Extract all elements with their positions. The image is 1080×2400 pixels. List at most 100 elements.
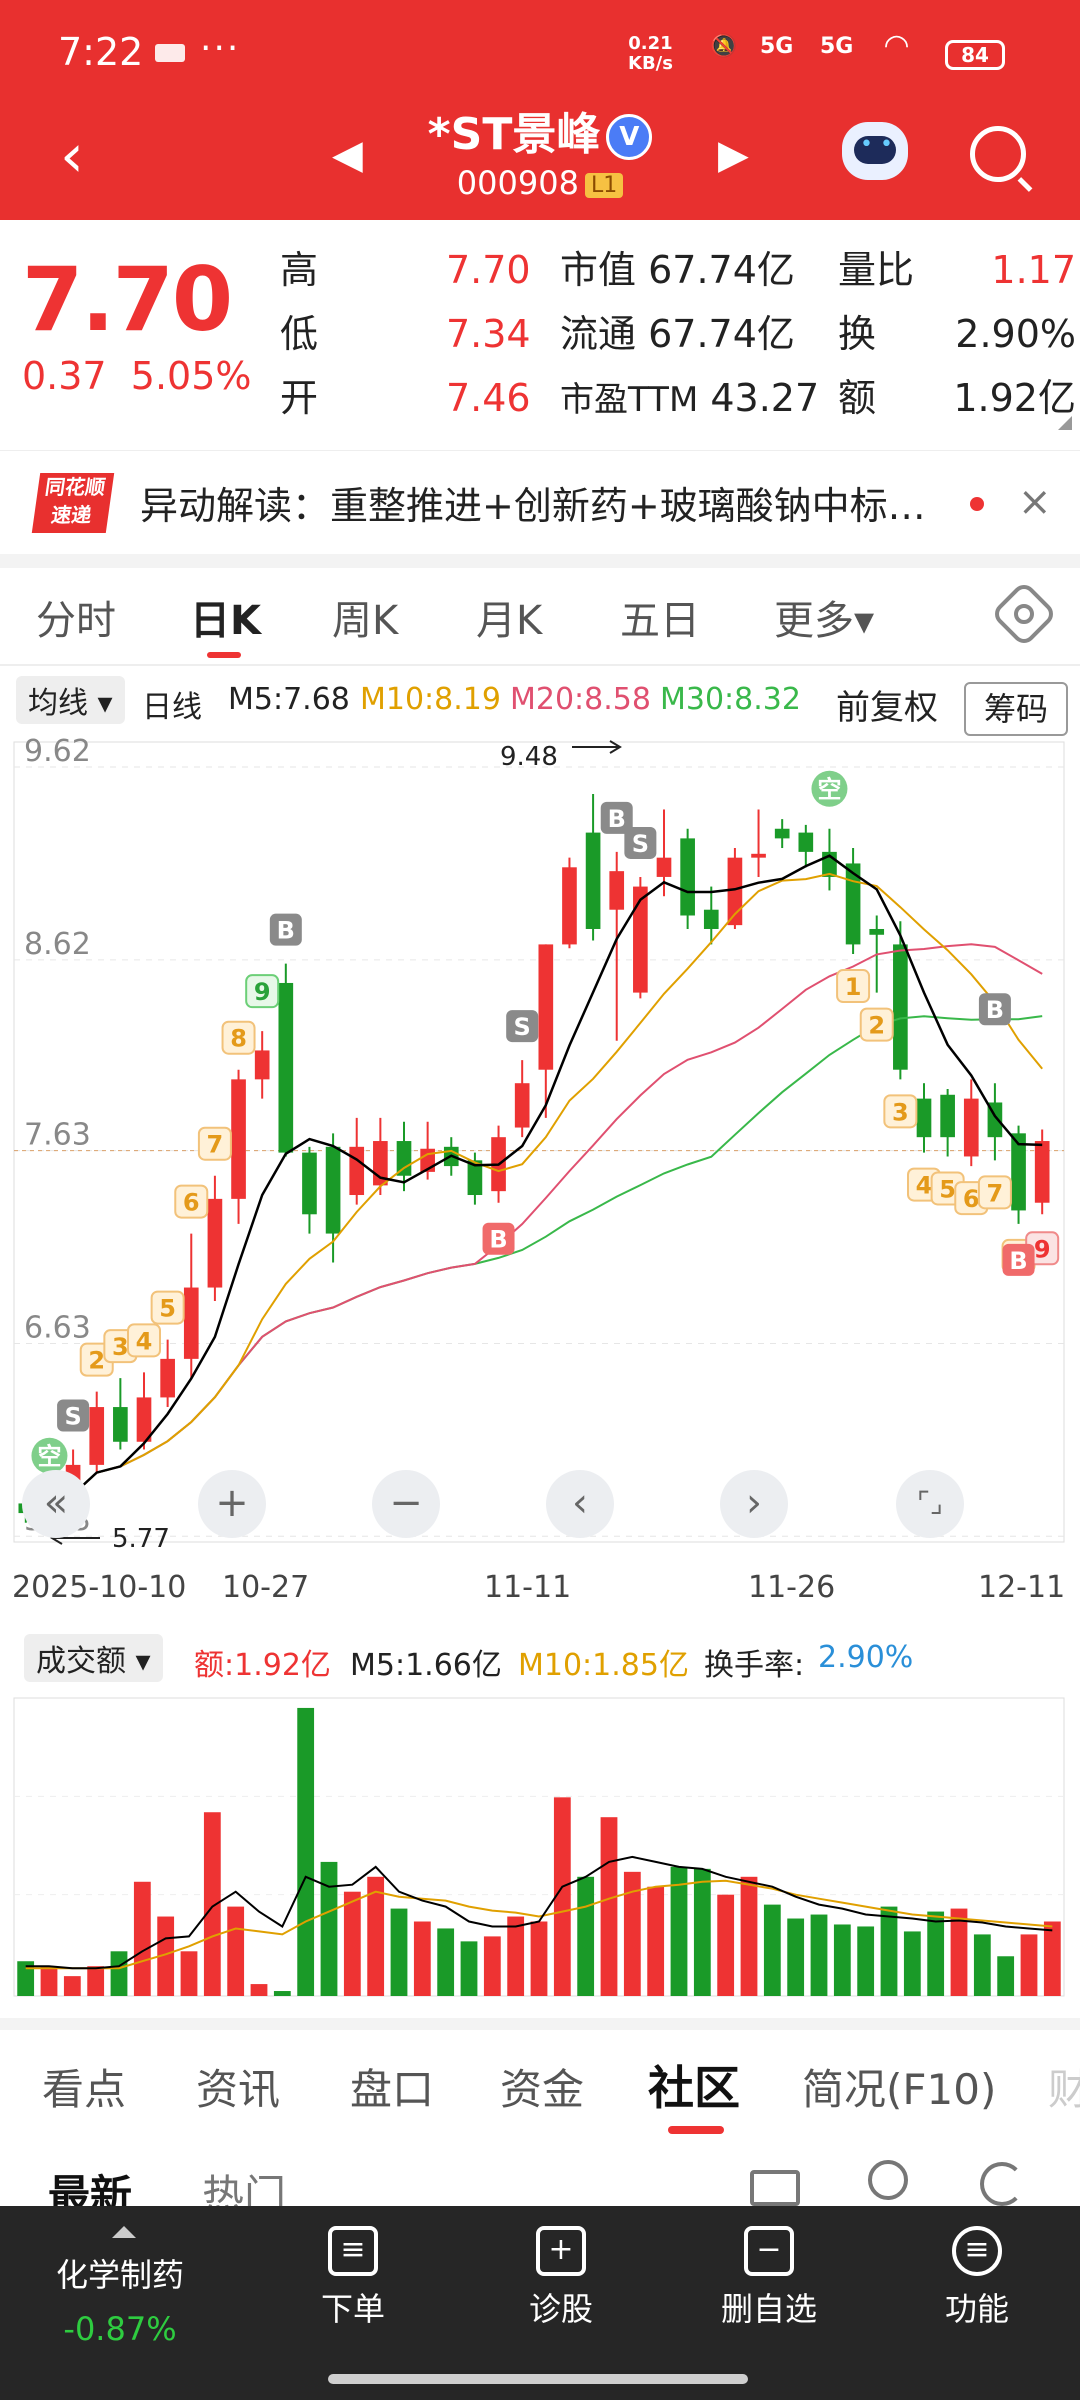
mail-icon[interactable] — [750, 2170, 800, 2206]
signal-marker-label: 空 — [817, 776, 841, 804]
tab-monthly-k[interactable]: 月K — [476, 598, 543, 644]
tab-highlights[interactable]: 看点 — [42, 2065, 127, 2114]
candle-body — [703, 909, 719, 929]
tab-orderbook[interactable]: 盘口 — [350, 2065, 435, 2114]
volume-ma10-line — [25, 1879, 1053, 1970]
volume-bar — [413, 1921, 431, 1996]
order-icon: ≡ — [328, 2226, 378, 2276]
tab-news[interactable]: 资讯 — [196, 2065, 281, 2114]
label-amount: 额 — [838, 376, 877, 420]
tab-community[interactable]: 社区 — [648, 2061, 740, 2115]
volume-bar — [250, 1984, 268, 1996]
close-icon[interactable]: × — [1018, 479, 1052, 525]
y-tick-label: 7.63 — [24, 1118, 91, 1153]
volume-bar — [577, 1876, 595, 1996]
chart-period-tabs: 分时 日K 周K 月K 五日 更多▾ — [0, 568, 1080, 664]
candle-body — [893, 944, 908, 1070]
tab-more[interactable]: 更多▾ — [774, 598, 875, 644]
chart-settings-icon[interactable] — [990, 580, 1058, 648]
volume-indicator-selector[interactable]: 成交额 ▾ — [24, 1634, 163, 1682]
volume-bar — [973, 1934, 991, 1996]
rewind-icon[interactable]: « — [22, 1470, 90, 1538]
remove-watchlist-button[interactable]: − 删自选 — [684, 2226, 854, 2330]
x-label: 10-27 — [222, 1570, 310, 1605]
volume-bar — [530, 1921, 548, 1996]
label-volume-ratio: 量比 — [838, 248, 915, 292]
candle-body — [302, 1152, 317, 1215]
active-tab-indicator — [207, 652, 241, 658]
news-banner[interactable]: 同花顺 速递 异动解读：重整推进+创新药+玻璃酸钠中标… × — [0, 450, 1080, 554]
sector-name[interactable]: 化学制药 — [55, 2256, 184, 2294]
volume-bar — [367, 1876, 385, 1996]
order-button[interactable]: ≡ 下单 — [268, 2226, 438, 2330]
signal-marker-label: 4 — [916, 1172, 933, 1200]
fullscreen-icon[interactable]: ⌜⌟ — [896, 1470, 964, 1538]
current-price: 7.70 — [22, 248, 233, 351]
verified-icon[interactable]: V — [606, 114, 653, 160]
value-high: 7.70 — [446, 248, 531, 292]
label-pe: 市盈TTM — [560, 380, 699, 420]
prev-stock-icon[interactable]: ◀ — [332, 132, 363, 178]
chip-button[interactable]: 筹码 — [964, 682, 1068, 736]
volume-bar — [110, 1951, 128, 1996]
volume-bar — [903, 1931, 921, 1996]
refresh-icon[interactable] — [980, 2162, 1024, 2206]
home-indicator[interactable] — [328, 2374, 748, 2384]
signal-marker-label: B — [986, 996, 1004, 1024]
diagnose-button[interactable]: + 诊股 — [476, 2226, 646, 2330]
tab-daily-k[interactable]: 日K — [190, 598, 261, 644]
back-icon[interactable]: ‹ — [60, 121, 84, 191]
candle-body — [113, 1407, 128, 1442]
ma5-value: M5:7.68 — [228, 682, 350, 717]
signal-marker — [245, 974, 280, 1009]
zoom-out-icon[interactable]: − — [372, 1470, 440, 1538]
scroll-right-icon[interactable]: › — [720, 1470, 788, 1538]
signal-marker-label: B — [277, 917, 295, 945]
tab-funds[interactable]: 资金 — [500, 2065, 585, 2114]
volume-chart[interactable] — [0, 1690, 1080, 2000]
tab-f10[interactable]: 简况(F10) — [802, 2065, 997, 2114]
candle-body — [609, 871, 625, 910]
tab-finance[interactable]: 财 — [1048, 2065, 1080, 2114]
candle-body — [585, 832, 601, 929]
news-text[interactable]: 异动解读：重整推进+创新药+玻璃酸钠中标… — [140, 484, 926, 528]
indicator-selector[interactable]: 均线 ▾ — [16, 676, 125, 724]
candle-body — [254, 1050, 270, 1080]
candle-body — [562, 867, 577, 945]
adjust-mode[interactable]: 前复权 — [836, 688, 938, 728]
signal-marker-label: 9 — [254, 978, 271, 1006]
signal-marker — [269, 913, 302, 946]
tab-five-day[interactable]: 五日 — [620, 598, 700, 644]
volume-bar — [273, 1991, 291, 1996]
expand-sector-icon[interactable] — [112, 2226, 136, 2238]
expand-quote-icon[interactable] — [1058, 416, 1072, 430]
volume-bar — [647, 1886, 665, 1996]
user-icon[interactable] — [868, 2160, 908, 2200]
x-axis-labels: 2025-10-10 10-27 11-11 11-26 12-11 — [0, 1570, 1080, 1610]
next-stock-icon[interactable]: ▶ — [718, 132, 749, 178]
signal-marker — [31, 1437, 68, 1474]
signal-marker — [482, 1222, 515, 1255]
divider — [0, 664, 1080, 666]
candle-body — [231, 1079, 246, 1199]
candle-body — [467, 1160, 483, 1196]
tab-weekly-k[interactable]: 周K — [332, 598, 399, 644]
assistant-robot-icon[interactable] — [842, 122, 908, 180]
scroll-left-icon[interactable]: ‹ — [546, 1470, 614, 1538]
price-change: 0.37 5.05% — [22, 354, 252, 398]
signal-marker — [600, 801, 633, 834]
zoom-in-icon[interactable]: + — [198, 1470, 266, 1538]
mute-icon: 🔕 — [710, 34, 738, 59]
search-icon[interactable] — [970, 126, 1026, 182]
quote-panel: 7.70 0.37 5.05% 高 7.70 低 7.34 开 7.46 市值 67.… — [0, 220, 1080, 450]
diagnose-label: 诊股 — [528, 2290, 593, 2328]
tab-intraday[interactable]: 分时 — [36, 598, 116, 644]
functions-button[interactable]: ≡ 功能 — [892, 2226, 1062, 2330]
candle-body — [963, 1098, 979, 1157]
level-badge[interactable]: L1 — [584, 172, 624, 198]
candlestick-chart[interactable]: 9.628.627.636.635.639.485.77空S23456789BB… — [0, 732, 1080, 1552]
volume-bar — [880, 1906, 898, 1996]
signal-marker-label: S — [632, 830, 649, 858]
x-label: 11-26 — [748, 1570, 836, 1605]
signal-marker-label: 5 — [159, 1295, 176, 1323]
